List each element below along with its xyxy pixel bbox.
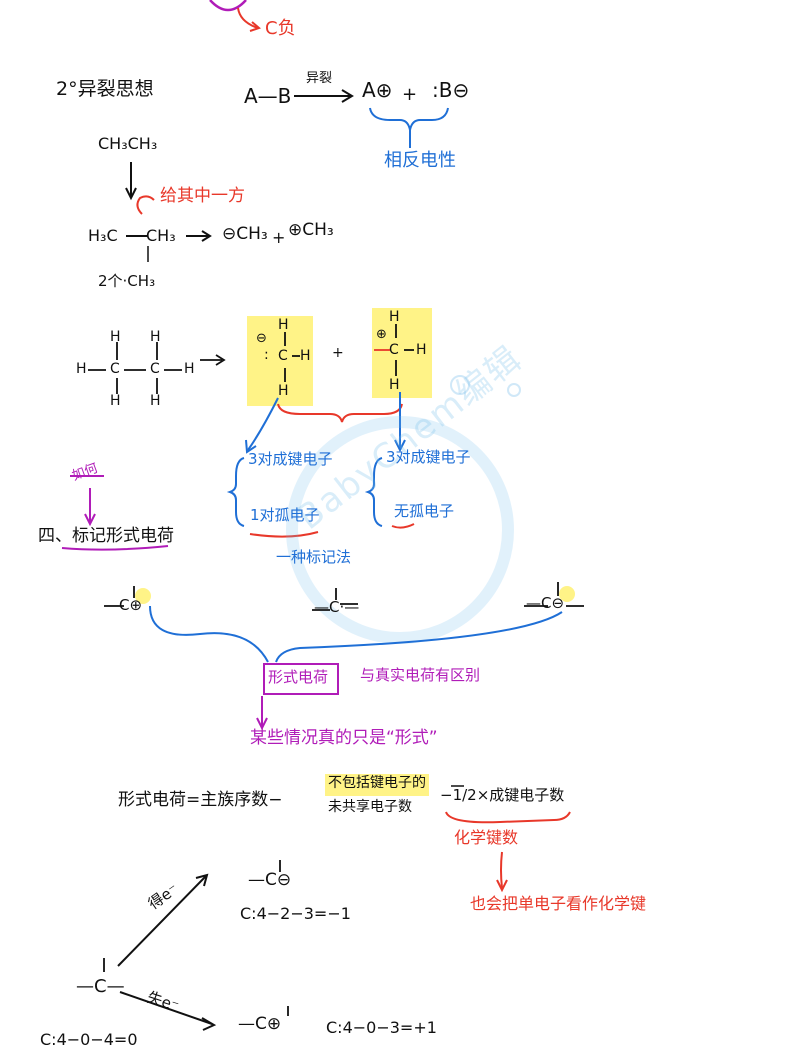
formal-only-note: 某些情况真的只是“形式” <box>250 728 438 748</box>
bottom-species: —C⊕ <box>238 1014 282 1034</box>
top-species: —C⊖ <box>248 870 292 890</box>
right-brace <box>364 457 383 527</box>
atom-h: H <box>278 383 289 399</box>
atom-c: C <box>389 342 399 358</box>
three-carbon-bonds <box>104 582 584 611</box>
reaction-ab: A—B <box>244 84 292 108</box>
give-one-side-label: 给其中一方 <box>160 186 245 206</box>
ethane-right: CH₃ <box>146 226 176 245</box>
lose-arrow <box>119 991 213 1025</box>
red-underline-left <box>249 531 319 538</box>
down-arrow-head <box>125 187 137 201</box>
red-arrow-head-top <box>249 21 261 32</box>
red-arrow-down <box>500 851 503 889</box>
atom-c: C <box>278 348 288 364</box>
center-carbon: —C— <box>76 976 125 997</box>
blue-link-left <box>149 605 269 663</box>
atom-h: H <box>76 361 87 377</box>
highlight-cation <box>372 308 432 398</box>
atom-h: H <box>416 342 427 358</box>
ethane-formula: CH₃CH₃ <box>98 134 158 153</box>
purple-underline-title <box>61 545 169 551</box>
plus-mark: ⊕ <box>376 327 387 342</box>
methyl-anion: ⊖CH₃ <box>222 224 268 244</box>
radical: —C·— <box>314 598 360 616</box>
minus-mark: ⊖ <box>256 331 267 346</box>
plus-sign-3: + <box>332 345 344 361</box>
formula-term1-line1: 不包括键电子的 <box>328 775 426 791</box>
product-b: :B⊖ <box>432 78 470 102</box>
blue-arrow-left <box>247 397 279 451</box>
product-a: A⊕ <box>362 78 393 102</box>
formula-term2: −1/2×成键电子数 <box>440 786 565 804</box>
electron-arrow <box>136 195 155 215</box>
atom-c: C <box>110 361 120 377</box>
atom-h: H <box>389 377 400 393</box>
atom-h: H <box>184 361 195 377</box>
opposite-charge-label: 相反电性 <box>384 150 456 171</box>
center-equation: C:4−0−4=0 <box>40 1030 138 1049</box>
opposite-charge-brace <box>369 107 449 131</box>
lone-pair: : <box>264 347 269 363</box>
ethane-left: H₃C <box>88 226 118 245</box>
atom-h: H <box>389 309 400 325</box>
atom-c: C <box>150 361 160 377</box>
heterolysis-arrow-head <box>341 89 354 103</box>
c-negative-label: C负 <box>265 18 296 39</box>
plus-sign: + <box>402 84 418 105</box>
red-underline-right <box>391 523 415 529</box>
cation-note-2: 无孤电子 <box>394 502 455 520</box>
atom-h: H <box>150 393 161 409</box>
atom-h: H <box>300 348 311 364</box>
differ-note: 与真实电荷有区别 <box>360 666 481 684</box>
top-equation: C:4−2−3=−1 <box>240 904 351 923</box>
ion-bonds <box>284 324 414 382</box>
highlight-anion <box>247 316 313 406</box>
bond-count-label: 化学键数 <box>454 828 519 847</box>
atom-h: H <box>110 329 121 345</box>
formula-lhs: 形式电荷=主族序数− <box>118 790 283 810</box>
split-arrow-head <box>201 230 212 242</box>
formal-charge-box <box>263 663 339 695</box>
single-electron-note: 也会把单电子看作化学键 <box>470 894 647 913</box>
anion-note-1: 3对成键电子 <box>248 450 333 468</box>
red-bracket-bond <box>445 811 571 824</box>
cation-note-1: 3对成键电子 <box>386 448 471 466</box>
gain-arrow <box>117 875 207 967</box>
section4-title: 四、标记形式电荷 <box>38 526 174 546</box>
atom-h: H <box>278 317 289 333</box>
red-brace <box>277 403 403 423</box>
plus-sign-2: + <box>272 228 286 247</box>
watermark-ring <box>286 416 514 644</box>
anion-note-2: 1对孤电子 <box>250 506 320 524</box>
two-methyl-label: 2个·CH₃ <box>98 272 156 290</box>
watermark-dot <box>507 383 521 397</box>
heterolysis-label: 异裂 <box>306 71 333 86</box>
methyl-cation: ⊕CH₃ <box>288 220 334 240</box>
ethane-bonds <box>88 342 226 394</box>
blue-link-right <box>275 611 563 663</box>
formula-term1-line2: 未共享电子数 <box>328 799 412 815</box>
red-arrow-top <box>237 7 259 29</box>
atom-h: H <box>150 329 161 345</box>
section2-title: 2°异裂思想 <box>56 78 154 100</box>
notation-note: 一种标记法 <box>276 548 352 566</box>
carbocation: —C⊕ <box>104 596 143 614</box>
left-brace <box>226 457 245 527</box>
formal-charge-label: 形式电荷 <box>268 668 329 686</box>
watermark-dot <box>450 375 470 395</box>
purple-loop-top <box>209 0 247 12</box>
formula-highlight <box>325 774 429 796</box>
atom-h: H <box>110 393 121 409</box>
carbanion: —C⊖ <box>526 594 565 612</box>
bottom-equation: C:4−0−3=+1 <box>326 1018 437 1037</box>
